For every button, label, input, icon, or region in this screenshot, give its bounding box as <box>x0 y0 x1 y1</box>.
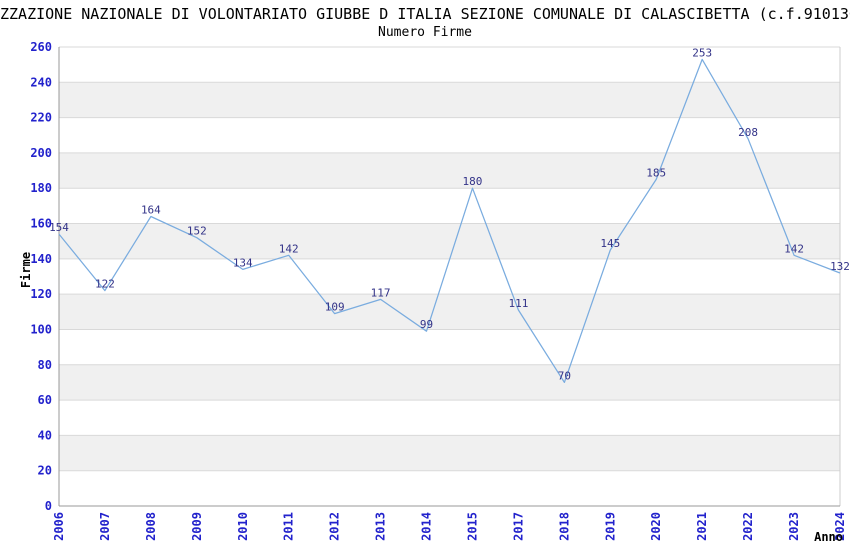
x-tick-label: 2012 <box>328 512 342 541</box>
x-tick-label: 2006 <box>52 512 66 541</box>
grid-band <box>59 152 840 189</box>
x-tick-label: 2011 <box>282 512 296 541</box>
y-tick-label: 80 <box>38 358 52 372</box>
point-label: 185 <box>646 166 666 179</box>
y-tick-label: 160 <box>30 217 52 231</box>
chart-title: Numero Firme <box>378 25 472 40</box>
x-tick-label: 2019 <box>603 512 617 541</box>
x-tick-label: 2022 <box>741 512 755 541</box>
point-label: 164 <box>141 203 161 216</box>
y-tick-label: 180 <box>30 181 52 195</box>
grid-band <box>59 223 840 259</box>
x-tick-label: 2024 <box>833 512 847 541</box>
x-tick-label: 2021 <box>695 512 709 541</box>
point-label: 117 <box>371 286 391 299</box>
y-tick-label: 120 <box>30 287 52 301</box>
point-label: 134 <box>233 256 253 269</box>
y-tick-label: 140 <box>30 252 52 266</box>
y-tick-label: 260 <box>30 40 52 54</box>
grid-band <box>59 435 840 471</box>
y-tick-label: 40 <box>38 428 52 442</box>
point-label: 70 <box>558 369 571 382</box>
y-tick-label: 20 <box>38 464 52 478</box>
y-tick-label: 100 <box>30 322 52 336</box>
grid-band <box>59 364 840 401</box>
point-label: 142 <box>279 242 299 255</box>
x-tick-label: 2013 <box>374 512 388 541</box>
grid-band <box>59 294 840 330</box>
point-label: 99 <box>420 318 433 331</box>
x-tick-label: 2015 <box>465 512 479 541</box>
x-axis-title: Anno <box>814 530 843 544</box>
point-label: 122 <box>95 278 115 291</box>
point-label: 145 <box>600 237 620 250</box>
point-label: 154 <box>49 221 69 234</box>
point-label: 109 <box>325 301 345 314</box>
x-tick-label: 2018 <box>557 512 571 541</box>
x-tick-label: 2008 <box>144 512 158 541</box>
y-tick-label: 60 <box>38 393 52 407</box>
point-label: 111 <box>508 297 528 310</box>
x-tick-label: 2017 <box>511 512 525 541</box>
y-tick-label: 200 <box>30 146 52 160</box>
point-label: 180 <box>463 175 483 188</box>
x-tick-label: 2020 <box>649 512 663 541</box>
grid-band <box>59 82 840 118</box>
point-label: 142 <box>784 242 804 255</box>
point-label: 208 <box>738 126 758 139</box>
x-tick-label: 2007 <box>98 512 112 541</box>
data-line <box>58 58 841 384</box>
x-tick-label: 2023 <box>787 512 801 541</box>
point-label: 152 <box>187 225 207 238</box>
x-tick-label: 2014 <box>420 512 434 541</box>
x-tick-label: 2009 <box>190 512 204 541</box>
point-label: 132 <box>830 260 850 273</box>
x-tick-label: 2010 <box>236 512 250 541</box>
page-title: ZZAZIONE NAZIONALE DI VOLONTARIATO GIUBB… <box>0 7 850 22</box>
y-tick-label: 220 <box>30 111 52 125</box>
y-axis-title: Firme <box>19 252 33 288</box>
point-label: 253 <box>692 46 712 59</box>
y-tick-label: 0 <box>45 499 52 513</box>
y-tick-label: 240 <box>30 75 52 89</box>
